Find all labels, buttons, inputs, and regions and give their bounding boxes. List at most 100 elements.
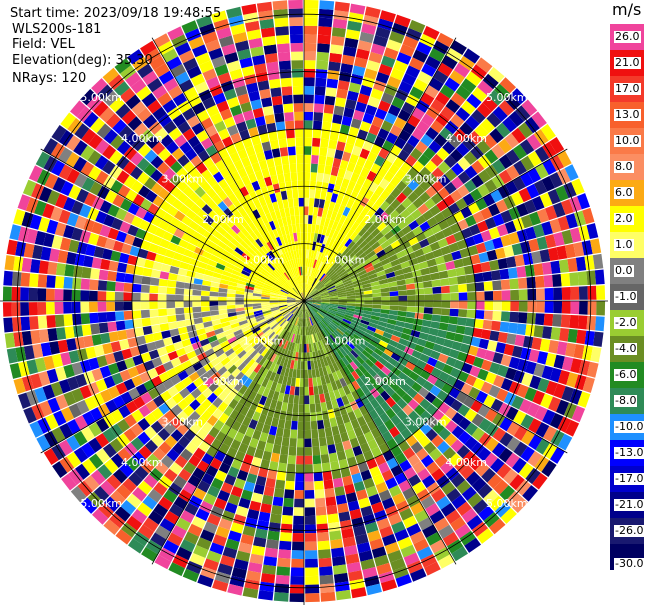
velocity-cell xyxy=(265,53,278,64)
velocity-cell xyxy=(388,339,399,348)
velocity-cell xyxy=(368,181,379,193)
velocity-cell xyxy=(244,344,253,353)
velocity-cell xyxy=(296,154,304,164)
velocity-cell xyxy=(317,341,323,350)
velocity-cell xyxy=(319,308,328,313)
velocity-cell xyxy=(560,314,571,328)
velocity-cell xyxy=(354,309,364,314)
velocity-cell xyxy=(152,85,168,100)
velocity-cell xyxy=(264,397,273,408)
velocity-cell xyxy=(130,180,144,194)
velocity-cell xyxy=(336,141,346,152)
velocity-cell xyxy=(103,90,119,107)
velocity-cell xyxy=(404,376,416,388)
velocity-cell xyxy=(326,283,335,290)
velocity-cell xyxy=(312,259,318,269)
velocity-cell xyxy=(271,310,281,315)
velocity-cell xyxy=(360,276,370,283)
velocity-cell xyxy=(313,386,319,396)
velocity-cell xyxy=(335,232,343,242)
velocity-cell xyxy=(260,459,270,470)
velocity-cell xyxy=(484,301,494,311)
velocity-cell xyxy=(132,274,143,284)
velocity-cell xyxy=(235,413,246,424)
velocity-cell xyxy=(256,151,266,162)
range-ring-label: 3.00km xyxy=(162,172,204,185)
velocity-cell xyxy=(143,163,157,177)
velocity-cell xyxy=(231,269,241,277)
velocity-cell xyxy=(258,590,274,601)
velocity-cell xyxy=(448,276,458,286)
velocity-cell xyxy=(119,369,132,382)
velocity-cell xyxy=(228,281,238,287)
velocity-cell xyxy=(360,394,370,406)
velocity-cell xyxy=(360,469,372,481)
velocity-cell xyxy=(259,258,268,267)
velocity-cell xyxy=(40,246,52,261)
velocity-cell xyxy=(403,322,414,330)
velocity-cell xyxy=(193,545,209,558)
velocity-cell xyxy=(508,111,524,127)
velocity-cell xyxy=(325,267,333,276)
velocity-cell xyxy=(542,159,557,175)
velocity-cell xyxy=(285,181,292,191)
velocity-cell xyxy=(185,209,197,221)
velocity-cell xyxy=(489,495,505,512)
velocity-cell xyxy=(131,215,143,228)
velocity-cell xyxy=(338,304,347,308)
velocity-cell xyxy=(343,216,351,227)
velocity-cell xyxy=(397,536,413,550)
velocity-cell xyxy=(246,445,257,457)
velocity-cell xyxy=(368,254,379,262)
velocity-cell xyxy=(352,445,363,457)
velocity-cell xyxy=(351,211,360,222)
velocity-cell xyxy=(239,255,249,264)
velocity-cell xyxy=(152,261,163,271)
velocity-cell xyxy=(285,313,293,321)
velocity-cell xyxy=(111,217,123,231)
velocity-cell xyxy=(400,544,416,558)
velocity-cell xyxy=(287,303,296,308)
velocity-cell xyxy=(344,448,355,459)
velocity-cell xyxy=(417,546,433,560)
velocity-cell xyxy=(444,77,460,92)
velocity-cell xyxy=(595,316,605,332)
velocity-cell xyxy=(285,350,291,360)
velocity-cell xyxy=(488,227,501,240)
velocity-cell xyxy=(429,241,441,252)
velocity-cell xyxy=(323,317,331,324)
velocity-cell xyxy=(40,342,52,357)
velocity-cell xyxy=(304,223,308,233)
velocity-cell xyxy=(327,335,335,345)
velocity-cell xyxy=(262,358,270,369)
velocity-cell xyxy=(305,266,308,276)
velocity-cell xyxy=(241,175,251,186)
field-label: Field: VEL xyxy=(12,37,75,52)
velocity-cell xyxy=(329,272,338,280)
velocity-cell xyxy=(521,372,534,387)
range-ring-label: 1.00km xyxy=(243,335,285,348)
velocity-cell xyxy=(451,494,467,510)
velocity-cell xyxy=(247,509,260,520)
velocity-cell xyxy=(138,445,152,460)
velocity-cell xyxy=(497,332,508,344)
velocity-cell xyxy=(261,302,270,306)
velocity-cell xyxy=(305,541,318,551)
velocity-cell xyxy=(381,120,394,132)
velocity-cell xyxy=(359,84,373,97)
velocity-cell xyxy=(103,375,116,389)
velocity-cell xyxy=(362,283,372,289)
velocity-cell xyxy=(196,266,206,275)
velocity-cell xyxy=(364,68,378,80)
velocity-cell xyxy=(464,236,476,248)
velocity-cell xyxy=(237,362,247,372)
velocity-cell xyxy=(316,523,329,533)
velocity-cell xyxy=(344,285,354,290)
velocity-cell xyxy=(319,437,327,447)
velocity-cell xyxy=(332,18,348,29)
velocity-cell xyxy=(270,305,279,309)
velocity-cell xyxy=(149,467,164,482)
velocity-cell xyxy=(253,63,267,74)
velocity-cell xyxy=(515,479,532,496)
velocity-cell xyxy=(511,496,528,513)
